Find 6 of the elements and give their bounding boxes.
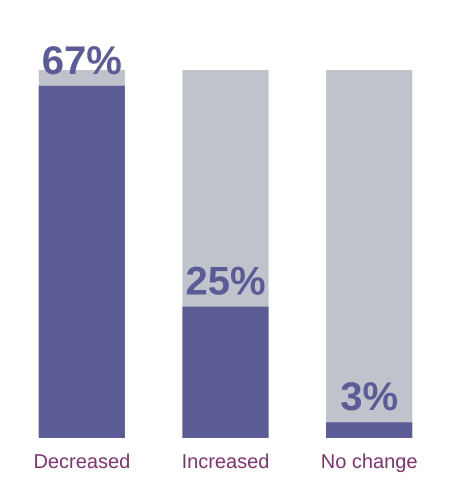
x-tick-label: Decreased [33,451,130,473]
x-tick-label: Increased [182,451,270,473]
data-label: 67% [42,38,122,83]
data-label: 25% [185,260,266,304]
x-tick-label: No change [320,451,418,473]
data-label: 3% [340,375,398,420]
